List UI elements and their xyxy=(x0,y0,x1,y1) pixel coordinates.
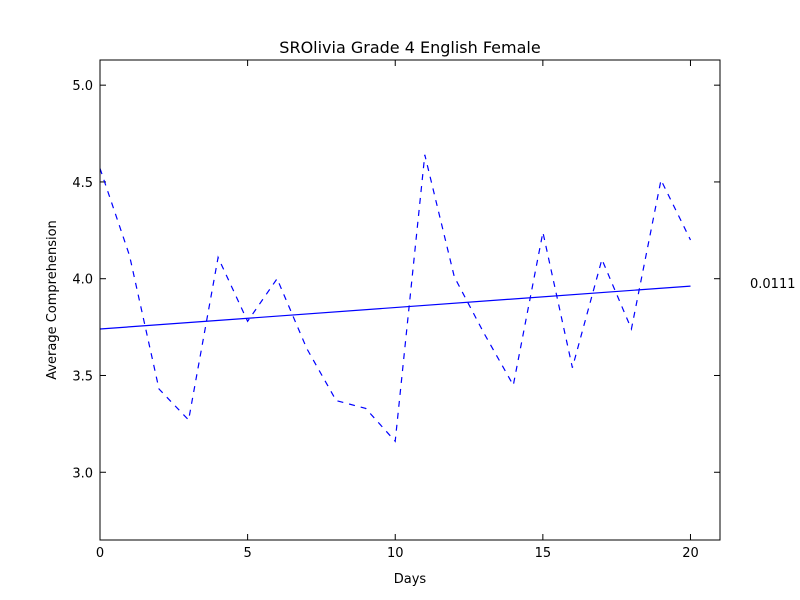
series-line-daily xyxy=(99,154,692,443)
plot-area xyxy=(100,60,720,540)
y-axis-label: Average Comprehension xyxy=(45,220,60,380)
y-tick-label: 3.0 xyxy=(72,466,93,481)
chart-title: SROlivia Grade 4 English Female xyxy=(279,38,540,57)
x-ticks: 0 5 10 15 20 xyxy=(96,60,699,561)
slope-annotation: 0.0111 xyxy=(750,277,796,292)
plot-frame xyxy=(99,59,721,541)
x-tick-label: 20 xyxy=(682,546,699,561)
x-axis-label: Days xyxy=(394,572,427,587)
x-tick-label: 5 xyxy=(243,546,251,561)
y-tick-label: 4.5 xyxy=(72,176,93,191)
y-tick-label: 5.0 xyxy=(72,79,93,94)
x-tick-label: 10 xyxy=(387,546,404,561)
y-ticks: 3.0 3.5 4.0 4.5 5.0 xyxy=(72,79,720,481)
y-tick-label: 4.0 xyxy=(72,273,93,288)
y-tick-label: 3.5 xyxy=(72,369,93,384)
series-line-trend xyxy=(99,285,691,330)
x-tick-label: 0 xyxy=(96,546,104,561)
x-tick-label: 15 xyxy=(535,546,552,561)
series-group xyxy=(99,154,692,443)
